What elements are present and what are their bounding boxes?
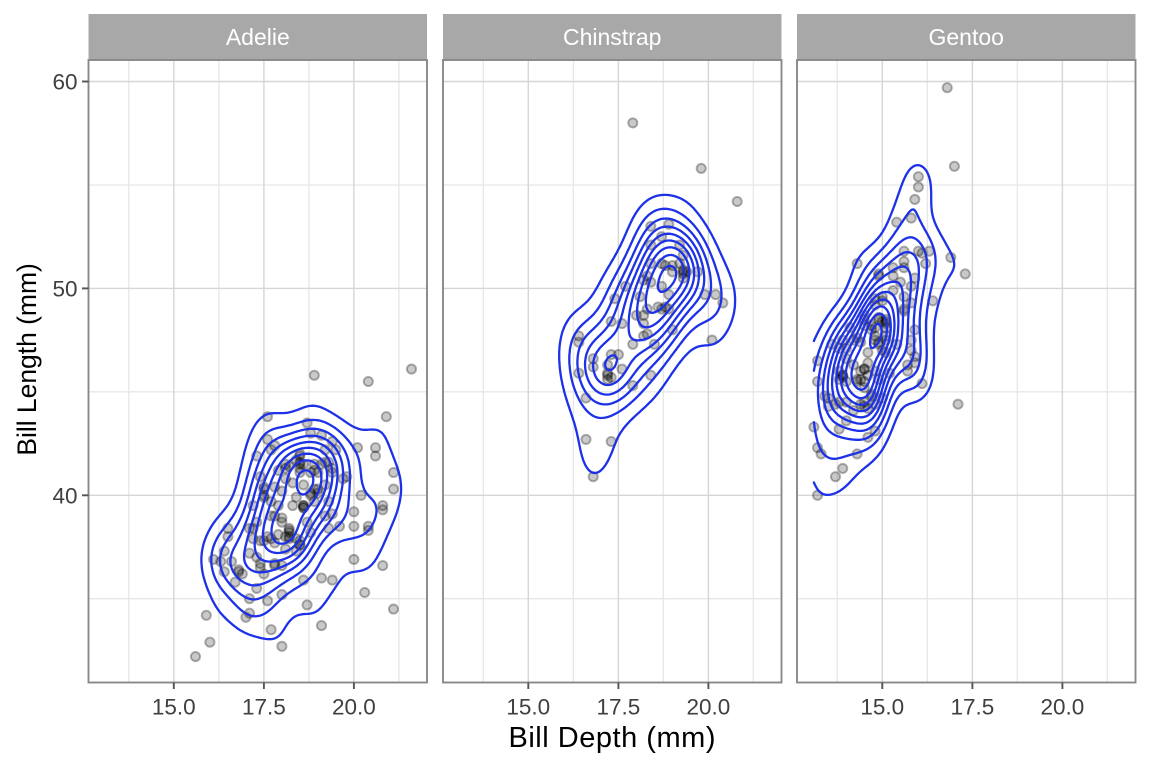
svg-text:20.0: 20.0 [687,695,731,720]
svg-text:15.0: 15.0 [860,695,904,720]
svg-text:20.0: 20.0 [1041,695,1085,720]
svg-text:40: 40 [52,483,77,508]
svg-text:Bill Depth (mm): Bill Depth (mm) [509,722,716,754]
svg-text:15.0: 15.0 [506,695,550,720]
svg-text:Adelie: Adelie [226,24,290,50]
svg-text:15.0: 15.0 [152,695,196,720]
svg-text:17.5: 17.5 [597,695,641,720]
svg-text:Gentoo: Gentoo [928,24,1003,50]
svg-text:50: 50 [52,276,77,301]
svg-text:Bill Length (mm): Bill Length (mm) [12,263,42,456]
svg-text:60: 60 [52,70,77,95]
svg-text:17.5: 17.5 [242,695,286,720]
svg-text:20.0: 20.0 [332,695,376,720]
svg-text:17.5: 17.5 [951,695,995,720]
svg-text:Chinstrap: Chinstrap [563,24,661,50]
